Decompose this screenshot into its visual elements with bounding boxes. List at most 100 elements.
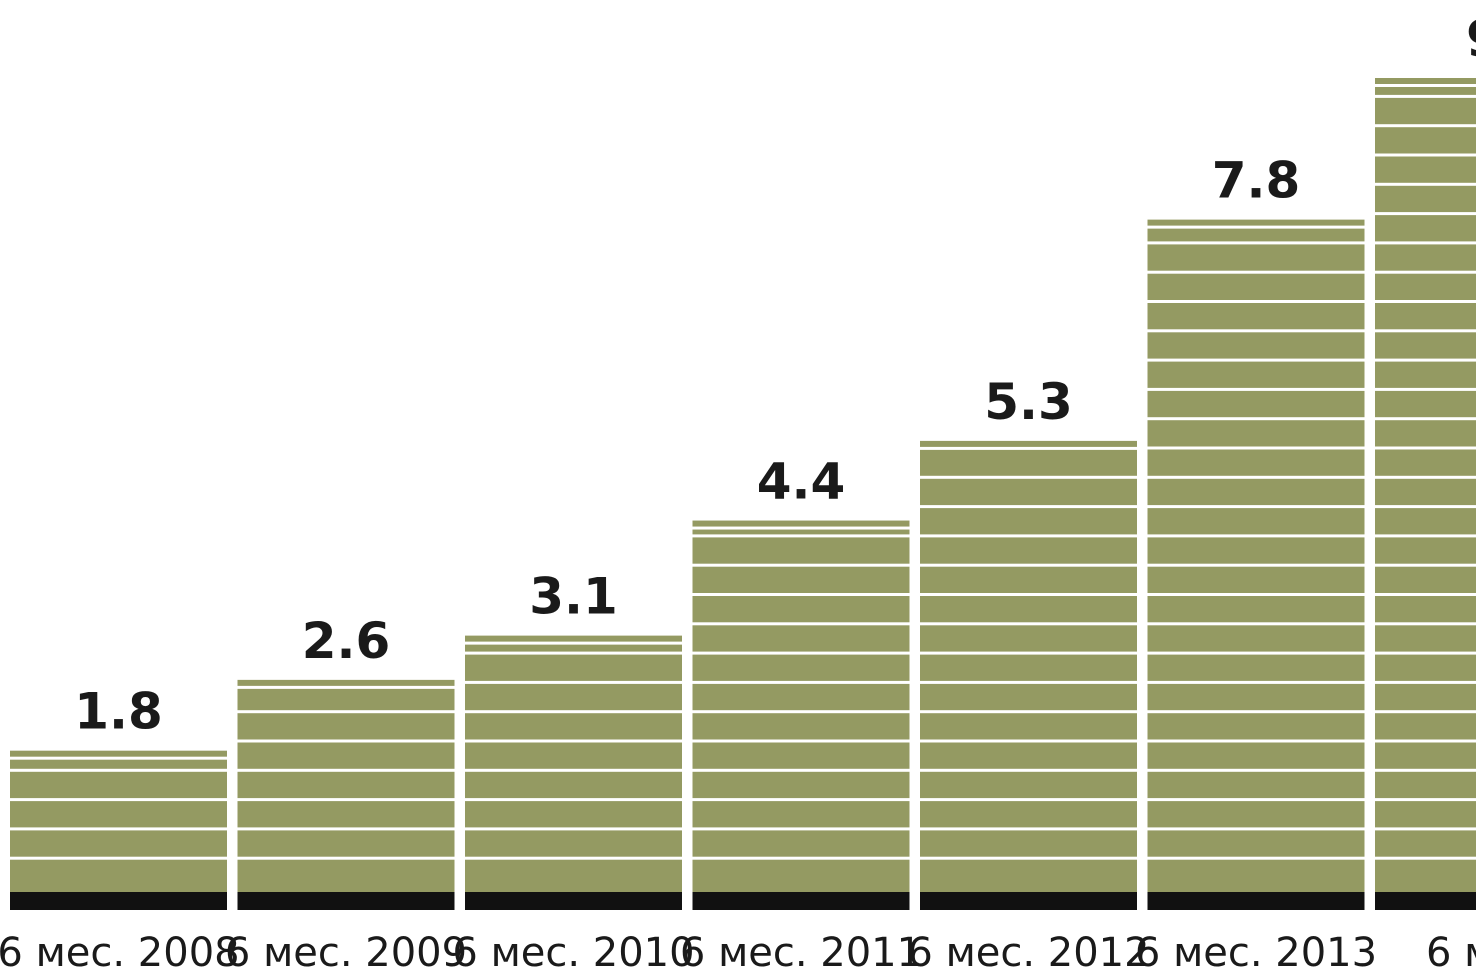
bar-base [10,892,227,910]
bar-1 [237,679,455,910]
bar-stripe [1147,680,1365,684]
bar-body [237,679,455,910]
bar-stripe [1375,300,1476,303]
bar-stripe [1375,680,1476,684]
value-label-1: 2.6 [302,612,391,670]
category-label-0: 6 мес. 2008 [0,930,240,976]
value-label-2: 3.1 [529,568,618,626]
bar-stripe [1147,270,1365,274]
bar-stripe [1147,534,1365,538]
bar-stripe [1375,182,1476,186]
bar-stripe [1147,358,1365,362]
bar-stripe [920,563,1137,567]
bar-stripe [1147,241,1365,245]
bar-stripe [692,651,910,655]
category-label-3: 6 мес. 2011 [680,930,922,976]
bar-stripe [1375,798,1476,802]
bar-stripe [1375,212,1476,216]
bar-stripe [920,768,1137,772]
bar-base [237,892,455,910]
bar-stripe [920,680,1137,684]
bar-stripe [1375,387,1476,391]
bar-stripe [1147,387,1365,391]
category-label-1: 6 мес. 2009 [225,930,467,976]
bar-stripe [10,856,227,860]
bar-stripe [920,622,1137,626]
bar-stripe [465,680,682,684]
bar-stripe [1375,446,1476,450]
bar-stripe [465,710,682,714]
bar-stripe [1375,622,1476,626]
bar-stripe [465,798,682,802]
bar-stripe [465,827,682,831]
bar-stripe [10,756,227,760]
bars-group [10,78,1476,911]
bar-stripe [1375,856,1476,860]
bar-stripe [1375,124,1476,128]
bar-stripe [237,710,455,714]
bar-stripe [1375,827,1476,831]
bar-body [1375,78,1476,910]
bar-stripe [692,856,910,860]
bar-stripe [692,739,910,743]
bar-2 [465,635,682,910]
bar-stripe [692,798,910,802]
bar-stripe [1375,651,1476,655]
bar-stripe [1147,329,1365,333]
value-label-4: 5.3 [984,373,1073,431]
bar-stripe [692,827,910,831]
bar-0 [10,750,227,910]
bar-stripe [1147,417,1365,421]
bar-stripe [10,798,227,802]
bar-stripe [920,710,1137,714]
bar-stripe [237,739,455,743]
bar-stripe [1147,827,1365,831]
bar-stripe [1147,622,1365,626]
bar-stripe [920,651,1137,655]
bar-4 [920,440,1137,910]
bar-stripe [237,798,455,802]
bar-body [465,635,682,910]
bar-stripe [1375,84,1476,87]
bar-stripe [237,827,455,831]
bar-stripe [1147,768,1365,772]
bar-stripe [1375,505,1476,509]
bar-stripe [465,739,682,743]
bar-stripe [237,856,455,860]
bar-stripe [1147,710,1365,714]
bar-stripe [1375,270,1476,274]
bar-stripe [1147,856,1365,860]
bar-base [465,892,682,910]
category-label-2: 6 мес. 2010 [452,930,694,976]
bar-stripe [920,593,1137,596]
bar-base [920,892,1137,910]
bar-stripe [1375,563,1476,567]
category-label-6: 6 мес [1426,930,1476,976]
bar-stripe [465,856,682,860]
category-label-5: 6 мес. 2013 [1135,930,1377,976]
bar-stripe [920,856,1137,860]
bar-stripe [1375,417,1476,421]
bar-stripe [692,768,910,772]
bar-stripe [1147,739,1365,743]
bar-base [1375,892,1476,910]
bar-stripe [692,680,910,684]
bar-stripe [237,685,455,689]
bar-stripe [1147,651,1365,655]
bar-base [1147,892,1365,910]
bar-stripe [920,827,1137,831]
bar-stripe [1147,798,1365,802]
bar-stripe [1147,300,1365,303]
bar-stripe [920,505,1137,509]
bar-stripe [1375,94,1476,98]
bar-6 [1375,78,1476,910]
bar-stripe [920,798,1137,802]
value-label-5: 7.8 [1212,152,1301,210]
bar-stripe [1147,593,1365,596]
bar-stripe [920,475,1137,479]
value-label-0: 1.8 [74,683,163,741]
bar-stripe [1375,593,1476,596]
bar-body [920,440,1137,910]
bar-stripe [1147,563,1365,567]
